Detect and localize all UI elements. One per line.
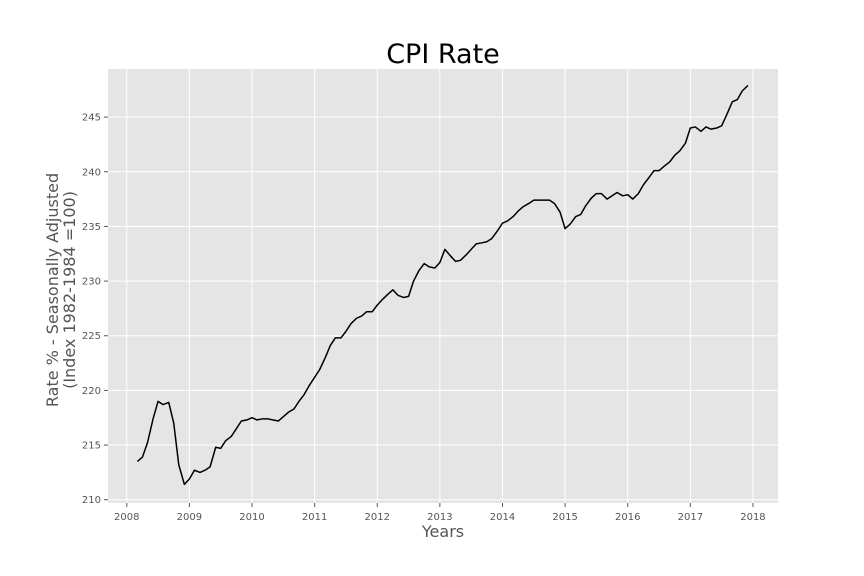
x-tick-label: 2008	[114, 512, 139, 523]
x-tick-label: 2011	[302, 512, 327, 523]
plot-area	[108, 69, 778, 503]
x-axis-label: Years	[421, 522, 464, 541]
y-axis-ticks: 210 215 220 225 230 235 240 245	[82, 113, 108, 506]
x-tick-label: 2009	[177, 512, 202, 523]
cpi-series-line	[136, 84, 749, 486]
y-tick-label: 240	[82, 167, 101, 178]
x-tick-label: 2017	[678, 512, 703, 523]
y-tick-label: 230	[82, 277, 101, 288]
y-axis-label-line-2: (Index 1982-1984 =100)	[60, 191, 79, 389]
x-tick-label: 2014	[490, 512, 515, 523]
y-tick-label: 245	[82, 113, 101, 124]
grid-lines	[108, 69, 778, 503]
y-tick-label: 235	[82, 222, 101, 233]
chart-title: CPI Rate	[386, 39, 500, 70]
x-tick-label: 2015	[552, 512, 577, 523]
x-axis-ticks: 2008 2009 2010 2011 2012 2013 2014 2015 2016 2017…	[114, 503, 766, 523]
x-tick-label: 2016	[615, 512, 640, 523]
x-tick-label: 2010	[239, 512, 264, 523]
x-tick-label: 2018	[740, 512, 765, 523]
y-tick-label: 220	[82, 386, 101, 397]
x-tick-label: 2012	[365, 512, 390, 523]
y-axis-label: Rate % - Seasonally Adjusted (Index 1982…	[43, 173, 79, 407]
y-axis-label-line-1: Rate % - Seasonally Adjusted	[43, 173, 62, 407]
y-tick-label: 215	[82, 441, 101, 452]
y-tick-label: 210	[82, 495, 101, 506]
y-tick-label: 225	[82, 331, 101, 342]
x-tick-label: 2013	[427, 512, 452, 523]
